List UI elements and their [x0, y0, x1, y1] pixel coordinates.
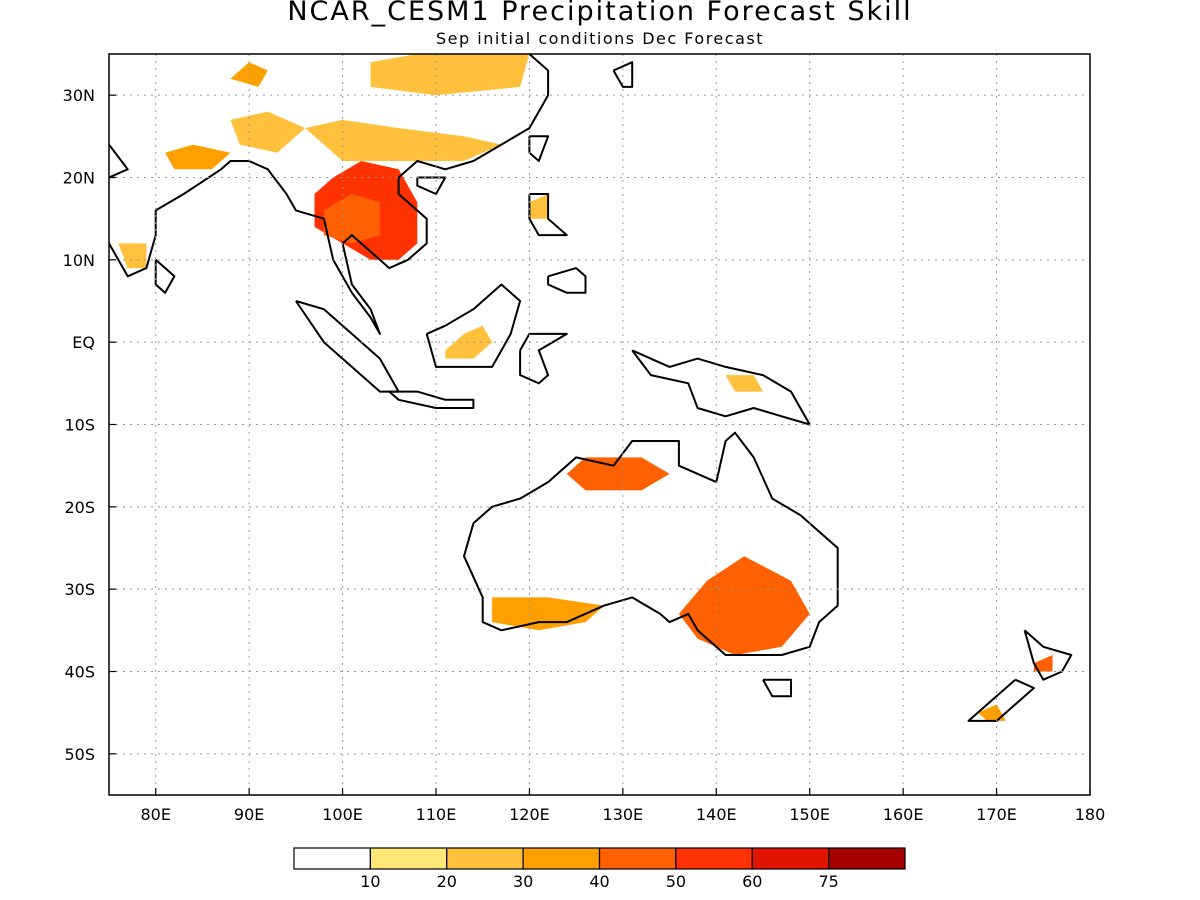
coastline-sumatra	[295, 300, 400, 393]
skill-region-borneo	[445, 325, 493, 359]
coastline-sulawesi	[519, 332, 568, 385]
skill-region-south-china	[305, 119, 502, 161]
lon-tick-label: 90E	[234, 805, 264, 824]
lon-tick-label: 110E	[416, 805, 457, 824]
lat-tick-label: 10N	[63, 251, 95, 270]
colorbar-swatch	[828, 847, 906, 870]
coastline-layer	[109, 54, 1073, 722]
coastline-japan-south	[612, 61, 634, 88]
grid-layer	[109, 54, 1091, 795]
colorbar-swatch	[293, 847, 371, 870]
lon-tick-label: 120E	[509, 805, 550, 824]
lat-tick-label: 30S	[64, 580, 95, 599]
lon-tick-label: 140E	[696, 805, 737, 824]
skill-region-southeast-asia-core	[323, 194, 380, 244]
lat-tick-label: EQ	[72, 333, 95, 352]
coastline-borneo	[425, 283, 522, 368]
colorbar-level-label: 60	[742, 872, 762, 891]
coastline-hainan	[416, 176, 447, 195]
colorbar-level-label: 20	[437, 872, 457, 891]
colorbar-swatch	[751, 847, 830, 870]
skill-region-sw-australia	[492, 597, 605, 631]
colorbar-level-label: 10	[360, 872, 380, 891]
coastline-new-guinea	[631, 349, 811, 426]
lat-tick-label: 50S	[64, 745, 95, 764]
lat-tick-label: 20S	[64, 498, 95, 517]
coastline-new-zealand-north-island	[1023, 629, 1073, 681]
skill-region-new-zealand-north	[1033, 655, 1053, 672]
lon-tick-label: 80E	[140, 805, 170, 824]
coastline-taiwan	[528, 135, 550, 162]
chart-subtitle: Sep initial conditions Dec Forecast	[436, 29, 764, 48]
skill-region-new-zealand-south	[977, 704, 1006, 721]
coastline-tasmania	[762, 678, 792, 698]
axis-ticks-layer: 30N 20N 10N EQ 10S 20S 30S 40S 50S 80E 90E 100E 110E…	[63, 86, 1106, 824]
skill-region-philippines	[529, 194, 549, 219]
colorbar-level-label: 30	[513, 872, 533, 891]
colorbar-swatch	[369, 847, 448, 870]
lon-tick-label: 180	[1075, 805, 1106, 824]
colorbar: 10 20 30 40 50 60 75	[293, 847, 906, 891]
skill-region-se-australia	[678, 556, 810, 655]
colorbar-swatch	[446, 847, 524, 870]
skill-region-ne-india	[230, 111, 306, 153]
lat-tick-label: 20N	[63, 169, 95, 188]
skill-region-south-india	[118, 243, 147, 269]
coastline-mainland-asia	[109, 54, 550, 335]
skill-region-north-china	[370, 54, 530, 96]
lon-tick-label: 160E	[883, 805, 924, 824]
skill-region-tibet-patch	[230, 62, 268, 87]
lat-tick-label: 30N	[63, 86, 95, 105]
colorbar-swatch	[675, 847, 753, 870]
coastline-java	[388, 390, 475, 409]
colorbar-swatch	[598, 847, 677, 870]
lon-tick-label: 150E	[789, 805, 830, 824]
lat-tick-label: 40S	[64, 663, 95, 682]
skill-shading-layer	[118, 54, 1053, 721]
skill-region-bay-of-bengal-land	[165, 144, 231, 170]
colorbar-level-label: 40	[589, 872, 609, 891]
chart-title: NCAR_CESM1 Precipitation Forecast Skill	[287, 0, 913, 27]
colorbar-swatch	[522, 847, 601, 870]
lat-tick-label: 10S	[64, 416, 95, 435]
lon-tick-label: 170E	[976, 805, 1017, 824]
lon-tick-label: 130E	[603, 805, 644, 824]
colorbar-level-label: 75	[818, 872, 838, 891]
skill-region-north-australia	[566, 457, 670, 491]
coastline-mindanao	[547, 267, 587, 294]
coastline-luzon	[528, 193, 568, 237]
skill-region-new-guinea	[725, 375, 763, 392]
colorbar-level-label: 50	[666, 872, 686, 891]
coastline-australia	[463, 431, 839, 656]
coastline-sri-lanka	[154, 259, 176, 294]
lon-tick-label: 100E	[322, 805, 363, 824]
